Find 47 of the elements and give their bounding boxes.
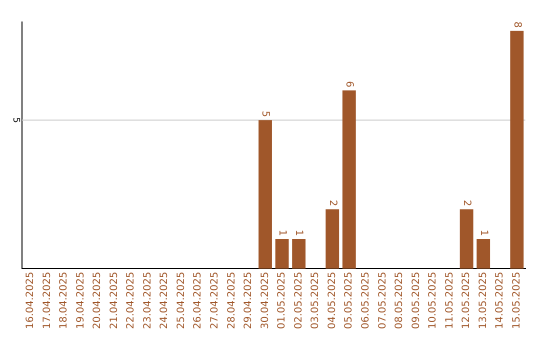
data-label: 1 bbox=[293, 230, 304, 236]
x-tick-label: 13.05.2025 bbox=[478, 272, 489, 330]
data-label: 5 bbox=[260, 110, 271, 118]
data-label: 1 bbox=[276, 230, 288, 236]
x-tick-label: 18.04.2025 bbox=[58, 272, 70, 330]
x-tick-label: 08.05.2025 bbox=[394, 272, 406, 330]
x-tick-label: 19.04.2025 bbox=[75, 272, 86, 330]
bar bbox=[275, 239, 289, 269]
x-tick-label: 24.04.2025 bbox=[159, 272, 170, 330]
x-tick-label: 25.04.2025 bbox=[176, 272, 187, 330]
x-tick-label: 12.05.2025 bbox=[461, 272, 472, 330]
x-tick-label: 27.04.2025 bbox=[210, 272, 221, 330]
x-tick-label: 16.04.2025 bbox=[24, 272, 36, 330]
x-tick-label: 28.04.2025 bbox=[226, 272, 238, 330]
bar bbox=[292, 239, 306, 269]
bar bbox=[460, 209, 474, 269]
x-tick-label: 23.04.2025 bbox=[142, 272, 154, 330]
x-tick-label: 09.05.2025 bbox=[410, 272, 422, 330]
x-tick-label: 06.05.2025 bbox=[360, 272, 372, 330]
x-tick-label: 22.04.2025 bbox=[126, 272, 137, 330]
data-label: 1 bbox=[478, 230, 489, 236]
x-tick-label: 15.05.2025 bbox=[511, 272, 522, 330]
x-tick-label: 10.05.2025 bbox=[428, 272, 439, 330]
x-tick-label: 02.05.2025 bbox=[293, 272, 304, 330]
data-label: 8 bbox=[511, 22, 522, 28]
x-tick-label: 29.04.2025 bbox=[243, 272, 254, 330]
data-label: 6 bbox=[344, 81, 355, 88]
ref-line-label: 5 bbox=[10, 117, 21, 123]
x-tick-label: 07.05.2025 bbox=[377, 272, 388, 330]
x-tick-label: 17.04.2025 bbox=[42, 272, 53, 330]
x-tick-label: 20.04.2025 bbox=[92, 272, 104, 330]
x-tick-label: 01.05.2025 bbox=[276, 272, 288, 330]
x-tick-label: 26.04.2025 bbox=[192, 272, 204, 330]
bar bbox=[326, 209, 340, 269]
data-label: 2 bbox=[326, 200, 338, 206]
x-tick-label: 30.04.2025 bbox=[260, 272, 271, 330]
x-tick-label: 11.05.2025 bbox=[444, 272, 456, 330]
x-tick-label: 14.05.2025 bbox=[494, 272, 506, 330]
bar bbox=[258, 120, 272, 269]
bar bbox=[342, 90, 356, 269]
x-tick-label: 21.04.2025 bbox=[108, 272, 120, 330]
x-tick-label: 03.05.2025 bbox=[310, 272, 322, 330]
bar bbox=[510, 30, 524, 269]
bar bbox=[476, 239, 490, 269]
x-tick-label: 05.05.2025 bbox=[344, 272, 355, 330]
x-tick-label: 04.05.2025 bbox=[326, 272, 338, 330]
data-label: 2 bbox=[460, 200, 472, 206]
